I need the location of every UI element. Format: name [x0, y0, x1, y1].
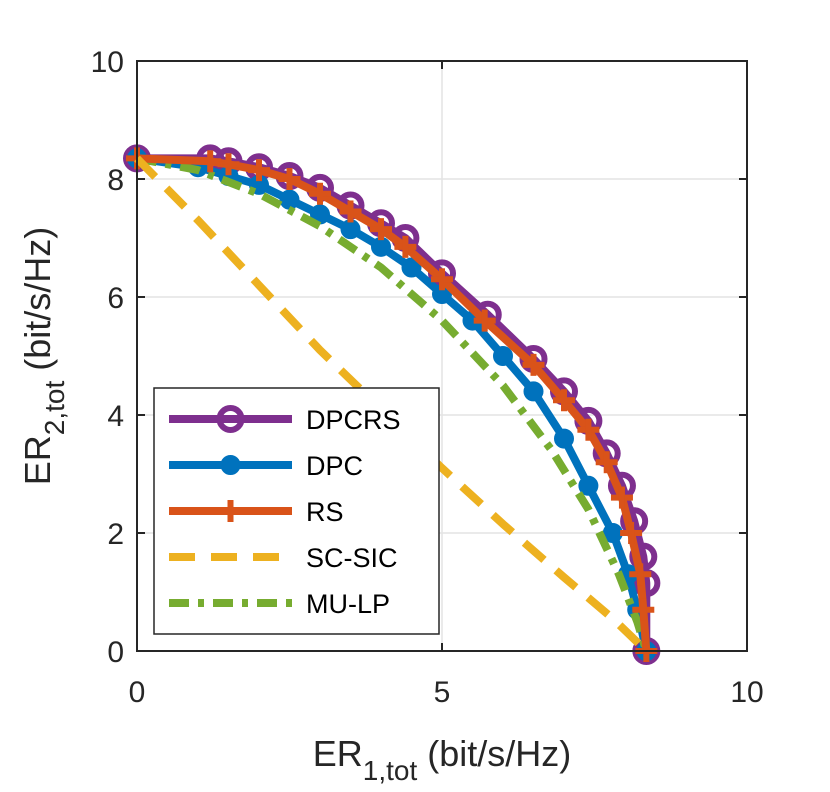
- series-marker-rs-10: [473, 309, 496, 332]
- legend-item-sc-sic: SC-SIC: [169, 543, 398, 573]
- series-marker-rs-14: [595, 451, 618, 474]
- series-marker-dpc-8: [401, 257, 422, 278]
- series-mu-lp: [136, 154, 651, 653]
- series-marker-rs-17: [629, 563, 652, 586]
- series-marker-dpc-11: [493, 346, 513, 366]
- legend-marker-rs: [219, 500, 242, 522]
- series-marker-rs-6: [339, 200, 362, 223]
- y-tick-label-3: 6: [107, 282, 124, 315]
- y-axis-title-sub: 2,tot: [39, 381, 70, 436]
- y-axis-title-main: ER: [17, 435, 58, 485]
- x-tick-label-2: 10: [730, 676, 763, 709]
- series-marker-rs-9: [431, 268, 453, 291]
- y-tick-label-0: 0: [107, 636, 124, 669]
- series-marker-rs-18: [632, 598, 655, 621]
- series-marker-rs-8: [394, 235, 417, 258]
- x-tick-label-1: 5: [434, 676, 451, 709]
- y-tick-label-4: 8: [107, 164, 124, 197]
- series-marker-rs-4: [278, 168, 301, 190]
- series-marker-rs-15: [610, 486, 633, 509]
- series-marker-rs-7: [370, 218, 392, 241]
- y-axis-title-group: ER2,tot (bit/s/Hz): [17, 227, 70, 486]
- legend-label-rs: RS: [306, 497, 344, 527]
- legend-label-dpcrs: DPCRS: [306, 405, 401, 435]
- y-axis-title: ER2,tot (bit/s/Hz): [17, 227, 70, 486]
- series-line-mu-lp: [136, 154, 651, 653]
- x-axis-title-unit: (bit/s/Hz): [417, 733, 571, 774]
- legend-label-mu-lp: MU-LP: [306, 589, 390, 619]
- y-tick-label-1: 2: [107, 518, 124, 551]
- series-marker-rs-11: [522, 353, 545, 376]
- legend-label-dpc: DPC: [306, 451, 363, 481]
- series-marker-rs-2: [217, 153, 240, 176]
- series-marker-rs-13: [577, 418, 600, 441]
- series-marker-rs-12: [553, 389, 575, 412]
- series-marker-dpc-6: [340, 219, 361, 240]
- x-axis-title-main: ER: [313, 733, 363, 774]
- legend-item-mu-lp: MU-LP: [169, 589, 390, 619]
- axis-ticks: 0 5 10 0 2 4 6 8 10: [91, 46, 764, 709]
- legend-box: [153, 387, 440, 635]
- y-axis-title-unit: (bit/s/Hz): [17, 227, 58, 381]
- x-tick-label-0: 0: [129, 676, 146, 709]
- legend-item-dpc: DPC: [169, 451, 363, 481]
- legend-marker-dpcrs: [216, 405, 245, 433]
- series-marker-rs-16: [620, 522, 643, 544]
- x-axis-title-sub: 1,tot: [363, 755, 418, 786]
- series-marker-rs-5: [309, 182, 331, 205]
- series-marker-dpc-7: [371, 236, 391, 257]
- legend-marker-dpc: [220, 455, 241, 475]
- series-marker-dpc-4: [279, 189, 300, 210]
- legend-item-dpcrs: DPCRS: [169, 405, 401, 435]
- y-tick-label-2: 4: [107, 400, 124, 433]
- y-tick-label-5: 10: [91, 46, 124, 79]
- series-marker-dpc-14: [578, 475, 599, 496]
- series-rs: [126, 147, 658, 662]
- series-marker-dpc-13: [554, 428, 574, 449]
- legend-label-sc-sic: SC-SIC: [306, 543, 398, 573]
- legend-item-rs: RS: [169, 497, 344, 527]
- series-marker-dpc-12: [523, 381, 544, 402]
- series-marker-rs-3: [248, 159, 270, 182]
- x-axis-title: ER1,tot (bit/s/Hz): [313, 733, 572, 786]
